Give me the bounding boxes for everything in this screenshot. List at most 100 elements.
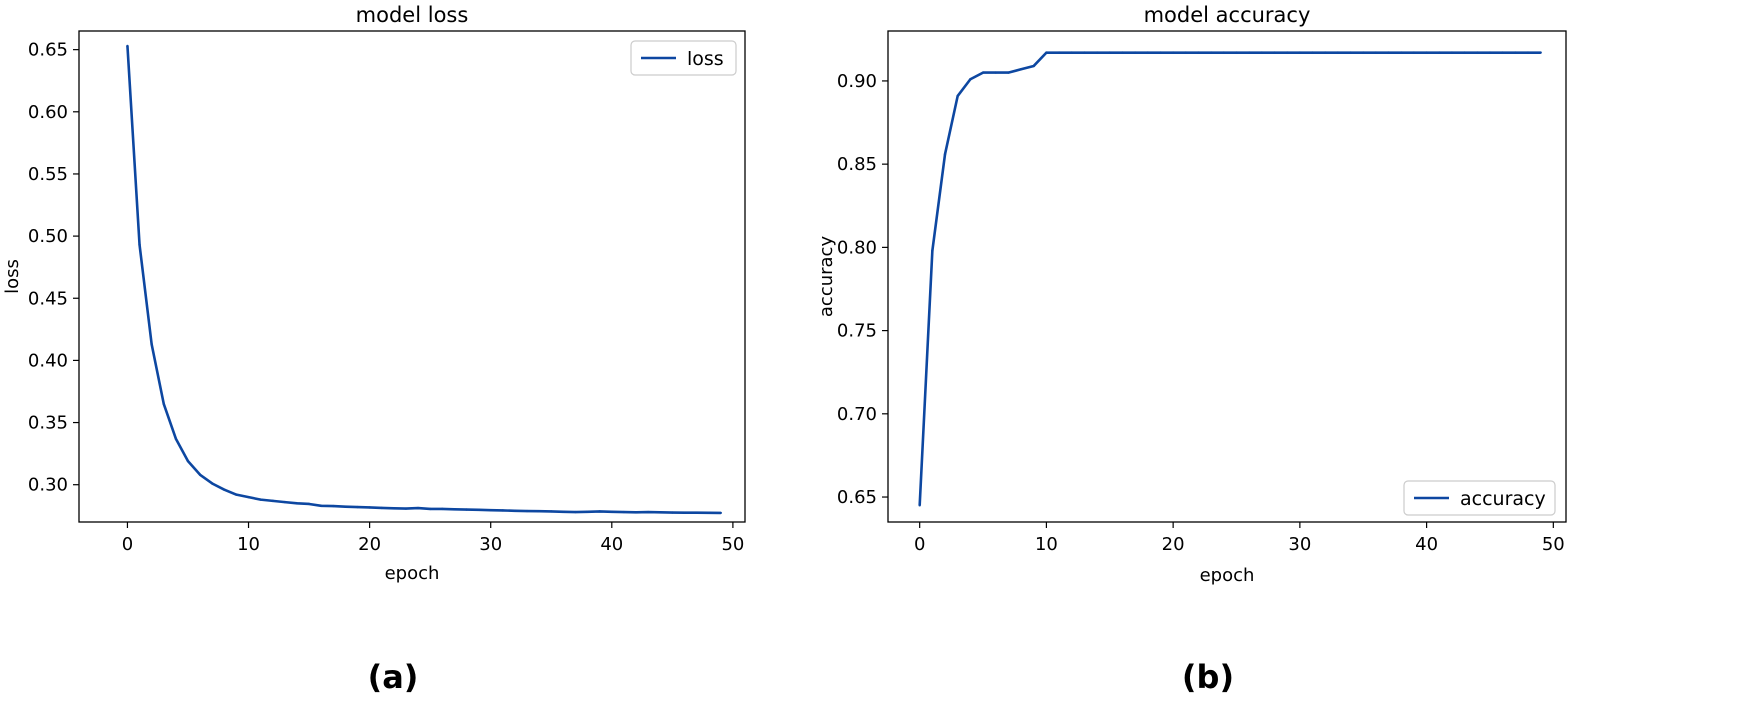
loss-data-point — [150, 343, 153, 346]
accuracy-data-point — [943, 152, 947, 156]
accuracy-y-tick-label: 0.65 — [837, 487, 877, 508]
accuracy-series-line — [918, 51, 1541, 506]
loss-y-tick-label: 0.60 — [28, 102, 68, 123]
accuracy-x-tick-label: 30 — [1288, 534, 1311, 555]
accuracy-data-point — [1324, 51, 1327, 54]
loss-data-point — [562, 510, 565, 514]
loss-data-point — [186, 459, 190, 463]
loss-data-point — [634, 511, 638, 514]
accuracy-data-point — [1083, 51, 1086, 54]
loss-x-tick-label: 20 — [358, 534, 381, 555]
loss-data-point — [477, 508, 480, 512]
loss-data-point — [259, 498, 262, 501]
accuracy-chart: 0 10 20 30 40 50 0.65 0.70 0.75 0.80 0.85 0.90 model… — [816, 3, 1567, 696]
loss-data-point — [695, 511, 698, 514]
accuracy-axes-frame — [887, 30, 1567, 523]
loss-panel-label: (a) — [368, 658, 419, 696]
accuracy-y-tick-label: 0.80 — [837, 237, 877, 258]
loss-data-point — [441, 507, 444, 511]
loss-data-point — [683, 511, 686, 514]
loss-data-point — [610, 510, 613, 514]
loss-data-point — [283, 500, 287, 504]
loss-series-line — [126, 45, 721, 515]
accuracy-data-point — [1526, 51, 1530, 54]
loss-x-tick-label: 50 — [721, 534, 744, 555]
loss-x-axis-title: epoch — [385, 563, 440, 584]
accuracy-data-point — [1488, 51, 1492, 54]
loss-data-point — [489, 508, 492, 512]
loss-data-point — [719, 511, 722, 515]
loss-data-point — [525, 509, 529, 513]
accuracy-y-tick-label: 0.75 — [837, 321, 877, 342]
accuracy-data-point — [1438, 51, 1441, 54]
accuracy-data-point — [1285, 51, 1289, 54]
accuracy-data-point — [1336, 51, 1340, 54]
accuracy-data-point — [1197, 51, 1200, 54]
accuracy-data-point — [1298, 51, 1302, 54]
loss-y-axis-title: loss — [2, 259, 23, 294]
accuracy-y-axis-title: accuracy — [816, 236, 837, 318]
accuracy-x-tick-label: 40 — [1415, 534, 1438, 555]
accuracy-x-tick-label: 10 — [1035, 534, 1058, 555]
loss-data-point — [598, 510, 601, 513]
loss-data-point — [428, 507, 432, 511]
accuracy-data-point — [1108, 51, 1111, 54]
accuracy-data-point — [956, 94, 959, 98]
accuracy-data-point — [1476, 51, 1479, 54]
accuracy-data-point — [1222, 51, 1226, 54]
accuracy-data-point — [1311, 51, 1314, 54]
loss-data-point — [174, 437, 178, 440]
loss-data-point — [223, 488, 226, 491]
loss-data-point — [198, 473, 202, 476]
accuracy-legend-label: accuracy — [1460, 488, 1546, 510]
accuracy-data-point — [1171, 51, 1175, 54]
accuracy-data-point — [1057, 51, 1061, 54]
accuracy-legend-box — [1403, 480, 1556, 516]
accuracy-data-point — [1121, 51, 1124, 54]
accuracy-data-point — [1070, 51, 1073, 54]
loss-data-point — [453, 508, 456, 511]
loss-chart: 0 10 20 30 40 50 0.30 0.35 0.40 0.45 0.50 0.55 0.60 0… — [2, 3, 746, 696]
accuracy-data-point — [1412, 51, 1416, 54]
accuracy-data-point — [1019, 68, 1023, 71]
accuracy-data-point — [1235, 51, 1238, 54]
loss-data-point — [307, 502, 311, 506]
loss-data-point — [332, 504, 335, 508]
accuracy-data-point — [1387, 51, 1390, 54]
loss-data-point — [574, 510, 577, 514]
accuracy-chart-title: model accuracy — [1144, 3, 1311, 27]
accuracy-data-point — [1007, 71, 1010, 74]
accuracy-data-point — [1133, 51, 1137, 54]
loss-y-tick-label: 0.40 — [28, 350, 68, 371]
accuracy-data-point — [994, 71, 997, 74]
accuracy-data-point — [1146, 51, 1149, 54]
accuracy-data-point — [1374, 51, 1378, 54]
loss-data-point — [380, 506, 383, 510]
loss-y-tick-label: 0.65 — [28, 40, 68, 61]
loss-x-tick-label: 0 — [122, 534, 133, 555]
loss-x-tick-label: 10 — [237, 534, 260, 555]
accuracy-x-tick-label: 20 — [1162, 534, 1185, 555]
accuracy-y-tick-label: 0.85 — [837, 154, 877, 175]
loss-data-point — [138, 243, 141, 247]
loss-data-point — [247, 495, 250, 499]
accuracy-y-tick-label: 0.90 — [837, 71, 877, 92]
accuracy-x-tick-label: 50 — [1542, 534, 1565, 555]
loss-data-point — [416, 506, 420, 510]
accuracy-data-point — [918, 504, 921, 507]
loss-axes-frame — [78, 30, 746, 523]
accuracy-data-point — [1501, 51, 1504, 54]
loss-data-point — [465, 508, 468, 511]
accuracy-data-point — [1032, 64, 1035, 68]
loss-data-point — [126, 44, 129, 48]
accuracy-data-point — [1514, 51, 1517, 54]
loss-data-point — [319, 504, 323, 508]
accuracy-data-point — [1349, 51, 1352, 54]
loss-data-point — [368, 506, 371, 509]
loss-data-point — [162, 402, 165, 406]
loss-x-tick-label: 30 — [479, 534, 502, 555]
loss-data-point — [586, 510, 589, 514]
loss-data-point — [671, 511, 674, 514]
accuracy-y-tick-label: 0.70 — [837, 404, 877, 425]
